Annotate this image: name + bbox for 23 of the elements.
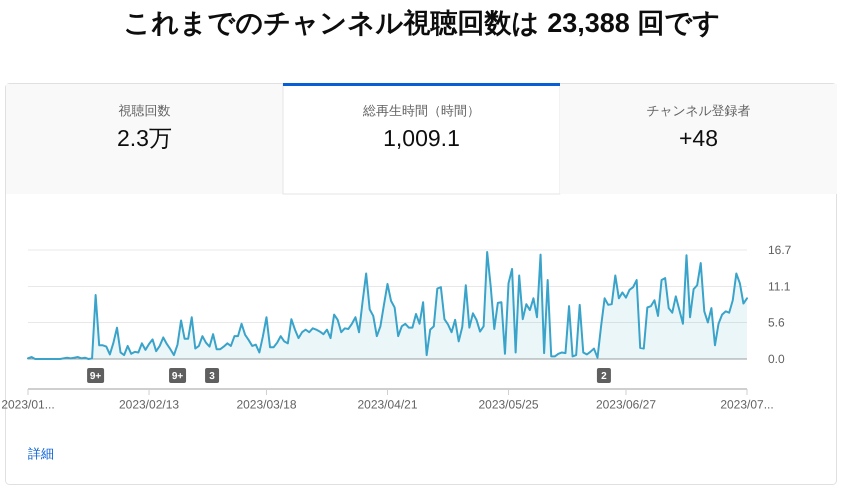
text: 総再生時間（時間） (362, 103, 480, 118)
y-tick-label: 5.6 (768, 315, 786, 330)
chart-title: これまでのチャンネル視聴回数は 23,388 回です (124, 8, 720, 38)
video-count-badge: 9+ (169, 368, 186, 383)
text: 視聴回数 (118, 103, 170, 118)
x-tick-label: 2023/01... (1, 398, 55, 412)
x-tick-label: 2023/02/13 (118, 398, 180, 412)
y-tick-label: 0.0 (768, 352, 786, 366)
video-count-badge: 9+ (87, 368, 104, 383)
text: チャンネル登録者 (646, 103, 750, 118)
text: 1,009.1 (383, 125, 460, 151)
x-tick-label: 2023/07... (720, 398, 774, 412)
x-tick-label: 2023/04/21 (357, 398, 418, 412)
y-tick-label: 16.7 (768, 242, 792, 257)
x-tick-label: 2023/03/18 (236, 398, 297, 412)
y-tick-label: 11.1 (768, 279, 791, 294)
text: 詳細 (28, 446, 54, 461)
x-tick-label: 2023/06/27 (596, 398, 656, 412)
video-count-badge: 2 (596, 368, 611, 383)
text: 2.3万 (117, 125, 172, 151)
text: +48 (678, 125, 718, 151)
video-count-badge: 3 (205, 368, 220, 383)
x-tick-label: 2023/05/25 (478, 398, 539, 412)
